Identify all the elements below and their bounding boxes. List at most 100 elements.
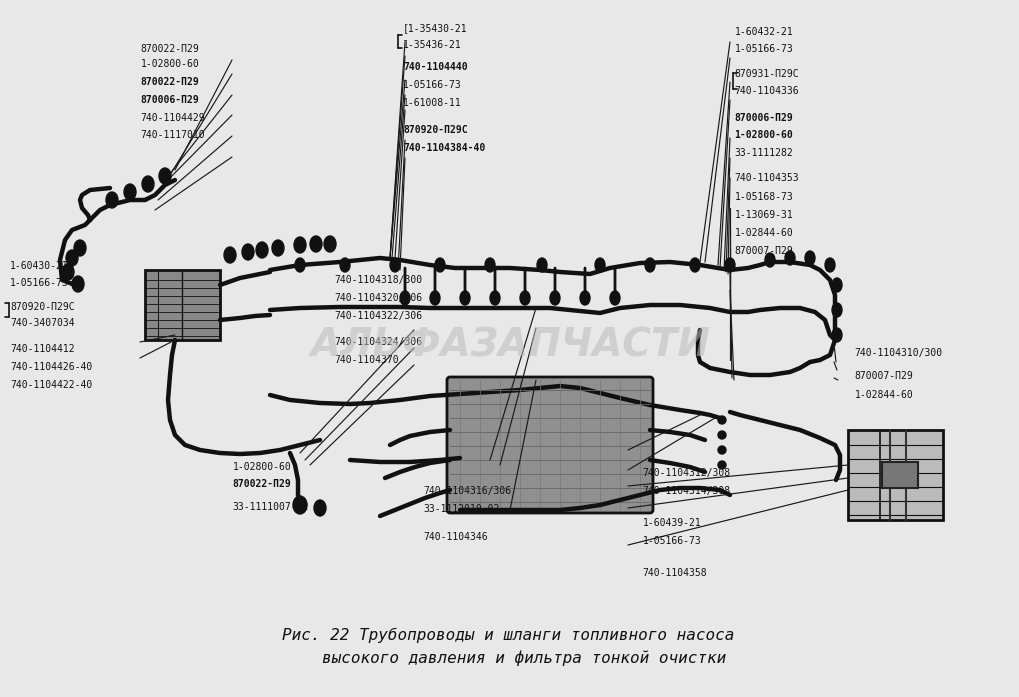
Text: 1-05166-73: 1-05166-73	[403, 80, 462, 90]
Ellipse shape	[62, 264, 74, 280]
Text: 870920-П29С: 870920-П29С	[403, 125, 467, 135]
Ellipse shape	[460, 291, 470, 305]
Ellipse shape	[292, 496, 307, 514]
Text: 740-1104312/308: 740-1104312/308	[642, 468, 730, 477]
Text: 740-1104412: 740-1104412	[10, 344, 74, 353]
Ellipse shape	[832, 328, 841, 342]
Text: 740-1104324/306: 740-1104324/306	[334, 337, 422, 346]
Text: 740-1104429: 740-1104429	[141, 114, 205, 123]
Ellipse shape	[489, 291, 499, 305]
Text: 870006-П29: 870006-П29	[734, 114, 793, 123]
Text: 1-61008-11: 1-61008-11	[403, 98, 462, 108]
Text: 740-1104316/306: 740-1104316/306	[423, 486, 511, 496]
Ellipse shape	[142, 176, 154, 192]
Text: Рис. 22 Трубопроводы и шланги топливного насоса: Рис. 22 Трубопроводы и шланги топливного…	[281, 627, 734, 643]
Text: 1-02844-60: 1-02844-60	[854, 390, 913, 399]
Ellipse shape	[399, 291, 410, 305]
Circle shape	[717, 461, 726, 469]
Ellipse shape	[224, 247, 235, 263]
Ellipse shape	[536, 258, 546, 272]
Text: 1-60439-21: 1-60439-21	[642, 518, 701, 528]
Ellipse shape	[272, 240, 283, 256]
Ellipse shape	[434, 258, 444, 272]
Text: 1-05166-73: 1-05166-73	[642, 536, 701, 546]
Ellipse shape	[256, 242, 268, 258]
FancyBboxPatch shape	[446, 377, 652, 513]
Ellipse shape	[832, 278, 841, 292]
Circle shape	[886, 463, 909, 487]
Ellipse shape	[804, 251, 814, 265]
Text: [1-35430-21: [1-35430-21	[403, 23, 467, 33]
Ellipse shape	[689, 258, 699, 272]
Text: 870022-П29: 870022-П29	[141, 44, 200, 54]
Ellipse shape	[293, 237, 306, 253]
Bar	[145, 270, 220, 340]
Ellipse shape	[484, 258, 494, 272]
Ellipse shape	[549, 291, 559, 305]
Text: 740-1117010: 740-1117010	[141, 130, 205, 140]
Circle shape	[717, 431, 726, 439]
Text: 870022-П29: 870022-П29	[232, 479, 291, 489]
Text: 870007-П29: 870007-П29	[734, 246, 793, 256]
Ellipse shape	[294, 258, 305, 272]
Text: 740-1104322/306: 740-1104322/306	[334, 311, 422, 321]
Ellipse shape	[159, 168, 171, 184]
Text: 740-1104310/300: 740-1104310/300	[854, 348, 942, 358]
Text: 1-02800-60: 1-02800-60	[734, 130, 793, 140]
Ellipse shape	[324, 236, 335, 252]
Ellipse shape	[580, 291, 589, 305]
Ellipse shape	[785, 251, 794, 265]
Ellipse shape	[339, 258, 350, 272]
Text: 33-1112010-02: 33-1112010-02	[423, 504, 499, 514]
Text: 870006-П29: 870006-П29	[141, 95, 200, 105]
Text: 740-1104318/300: 740-1104318/300	[334, 275, 422, 285]
Text: 33-1111282: 33-1111282	[734, 148, 793, 158]
Text: 33-1111007-02: 33-1111007-02	[232, 503, 309, 512]
Text: 1-02844-60: 1-02844-60	[734, 228, 793, 238]
Ellipse shape	[764, 253, 774, 267]
Ellipse shape	[310, 236, 322, 252]
Text: 740-1104426-40: 740-1104426-40	[10, 362, 93, 372]
Ellipse shape	[644, 258, 654, 272]
Text: 1-35436-21: 1-35436-21	[403, 40, 462, 49]
Text: 1-05166-73: 1-05166-73	[734, 44, 793, 54]
Text: 870920-П29С: 870920-П29С	[10, 302, 74, 312]
Ellipse shape	[832, 303, 841, 317]
Bar	[881, 462, 917, 488]
Circle shape	[717, 446, 726, 454]
Text: 740-1104370: 740-1104370	[334, 355, 398, 365]
Ellipse shape	[124, 184, 136, 200]
Text: 740-1104358: 740-1104358	[642, 568, 706, 578]
Text: 1-02800-60: 1-02800-60	[232, 462, 291, 472]
Text: 740-1104314/308: 740-1104314/308	[642, 486, 730, 496]
Text: 1-13069-31: 1-13069-31	[734, 210, 793, 220]
Ellipse shape	[389, 258, 399, 272]
Text: 740-1104320/306: 740-1104320/306	[334, 293, 422, 302]
Ellipse shape	[314, 500, 326, 516]
Text: 740-1104336: 740-1104336	[734, 86, 798, 95]
Text: 1-05166-73: 1-05166-73	[10, 278, 69, 288]
Text: 1-02800-60: 1-02800-60	[141, 59, 200, 69]
Ellipse shape	[66, 250, 77, 266]
Ellipse shape	[74, 240, 86, 256]
Ellipse shape	[594, 258, 604, 272]
Text: 870007-П29: 870007-П29	[854, 372, 913, 381]
Text: 740-1104346: 740-1104346	[423, 532, 487, 542]
Ellipse shape	[106, 192, 118, 208]
Circle shape	[717, 416, 726, 424]
Ellipse shape	[72, 276, 84, 292]
Text: 870022-П29: 870022-П29	[141, 77, 200, 87]
Bar	[847, 430, 943, 520]
Text: высокого давления и фильтра тонкой очистки: высокого давления и фильтра тонкой очист…	[322, 650, 726, 666]
Text: 740-1104422-40: 740-1104422-40	[10, 380, 93, 390]
Text: 740-1104384-40: 740-1104384-40	[403, 144, 485, 153]
Ellipse shape	[824, 258, 835, 272]
Text: 870931-П29С: 870931-П29С	[734, 69, 798, 79]
Text: 740-1104353: 740-1104353	[734, 174, 798, 183]
Text: АЛЬФАЗАПЧАСТИ: АЛЬФАЗАПЧАСТИ	[310, 326, 709, 364]
Ellipse shape	[725, 258, 735, 272]
Ellipse shape	[242, 244, 254, 260]
Text: 1-60432-21: 1-60432-21	[734, 27, 793, 37]
Text: 1-05168-73: 1-05168-73	[734, 192, 793, 201]
Text: 1-60430-21: 1-60430-21	[10, 261, 69, 271]
